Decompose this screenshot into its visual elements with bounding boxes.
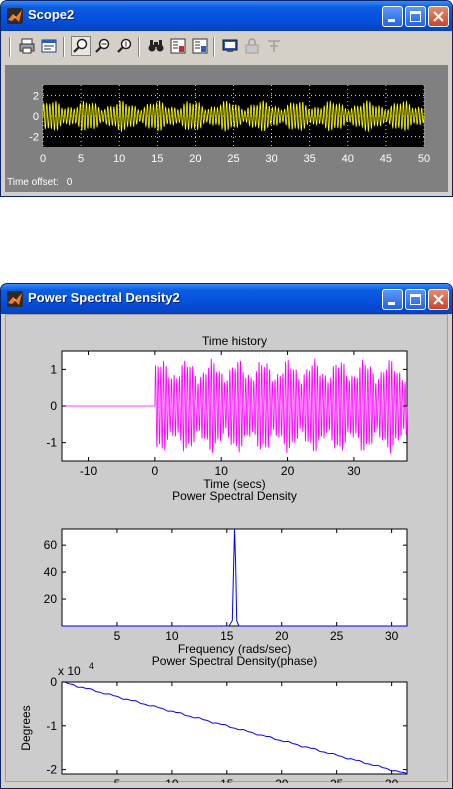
psd-line	[62, 528, 407, 627]
maximize-button[interactable]	[405, 289, 426, 310]
psd-title: Power Spectral Density	[172, 489, 297, 503]
psd-y-tick-label: 60	[44, 538, 58, 552]
psd-x-tick-label: 15	[220, 629, 234, 643]
scope-x-tick-label: 15	[151, 153, 163, 165]
scope-x-tick-label: 45	[380, 153, 392, 165]
scope-toolbar	[5, 34, 448, 60]
time-offset-value: 0	[66, 177, 73, 188]
psd-phase-ylabel: Degrees	[19, 705, 33, 750]
psd-x-tick-label: 25	[330, 629, 344, 643]
scope-x-tick-label: 20	[189, 153, 201, 165]
psd-xlabel: Frequency (rads/sec)	[178, 642, 291, 656]
psd-phase-line	[61, 681, 408, 775]
scope-plot: 0 5 10 15 20 25 30 35 40 45 50-202	[29, 85, 430, 165]
time-history-line	[62, 358, 408, 454]
time-history-x-tick-label: -10	[80, 464, 98, 478]
scope-x-tick-label: 30	[265, 153, 277, 165]
time-history-x-tick-label: 30	[347, 464, 361, 478]
psd-phase-x-tick-label: 20	[275, 777, 289, 783]
scope-y-tick-label: 2	[33, 90, 39, 102]
print-icon[interactable]	[18, 37, 36, 55]
psd-phase-x-tick-label: 25	[330, 777, 344, 783]
time-history-x-tick-label: 10	[215, 464, 229, 478]
time-history-y-tick-label: 0	[50, 399, 57, 413]
toolbar-separator	[213, 37, 215, 57]
time-offset-readout: Time offset: 0	[7, 177, 80, 188]
matlab-logo-icon	[7, 8, 23, 24]
time-history-xlabel: Time (secs)	[203, 477, 265, 491]
minimize-button[interactable]	[382, 6, 403, 27]
zoom-icon[interactable]	[71, 36, 91, 56]
scope-y-tick-label: 0	[33, 111, 39, 123]
autoscale-icon[interactable]	[147, 37, 165, 55]
psd-x-tick-label: 20	[275, 629, 289, 643]
maximize-button[interactable]	[405, 6, 426, 27]
psd-y-tick-label: 40	[44, 565, 58, 579]
psd-x-tick-label: 30	[385, 629, 399, 643]
toolbar-separator	[138, 37, 140, 57]
figure-canvas: Time history -10 0 10 20 30 -1 0 1 Time (secs) Pow…	[5, 314, 448, 783]
scope-signal-line	[42, 99, 425, 133]
psd-window-title: Power Spectral Density2	[28, 290, 180, 305]
scope-x-tick-label: 35	[304, 153, 316, 165]
psd-phase-scale-exponent: 4	[89, 661, 94, 671]
scope-x-tick-label: 40	[342, 153, 354, 165]
psd-phase-y-tick-label: -2	[46, 763, 57, 777]
matlab-logo-icon	[7, 291, 23, 307]
scope-x-tick-label: 10	[113, 153, 125, 165]
time-history-y-tick-label: 1	[50, 362, 57, 376]
psd-phase-y-tick-label: -1	[46, 719, 57, 733]
scope-x-tick-label: 0	[40, 153, 46, 165]
scope-y-tick-label: -2	[29, 132, 39, 144]
floating-scope-icon[interactable]	[221, 37, 239, 55]
psd-phase-x-tick-label: 5	[114, 777, 121, 783]
close-button[interactable]	[428, 6, 449, 27]
time-history-x-tick-label: 20	[281, 464, 295, 478]
scope-display: 0 5 10 15 20 25 30 35 40 45 50 -2 0 2 Time offset: 0	[5, 65, 448, 192]
psd-phase-y-tick-label: 0	[50, 675, 57, 689]
zoom-y-icon[interactable]	[116, 37, 134, 55]
psd-y-tick-label: 20	[44, 592, 58, 606]
scope-x-tick-label: 50	[418, 153, 430, 165]
signal-selection-icon[interactable]	[265, 37, 283, 55]
restore-axes-icon[interactable]	[191, 37, 209, 55]
psd-window: Power Spectral Density2 Time history -10 0…	[0, 283, 453, 789]
psd-titlebar[interactable]: Power Spectral Density2	[1, 284, 452, 314]
parameters-icon[interactable]	[40, 37, 58, 55]
scope-titlebar[interactable]: Scope2	[1, 1, 452, 31]
scope-x-tick-label: 5	[78, 153, 84, 165]
close-button[interactable]	[428, 289, 449, 310]
scope-x-tick-label: 25	[227, 153, 239, 165]
scope-window: Scope2	[0, 0, 453, 197]
psd-phase-title: Power Spectral Density(phase)	[152, 654, 317, 668]
time-history-title: Time history	[202, 334, 267, 348]
psd-phase-x-tick-label: 15	[220, 777, 234, 783]
psd-x-tick-label: 10	[165, 629, 179, 643]
time-history-y-tick-label: -1	[46, 436, 57, 450]
time-history-x-tick-label: 0	[152, 464, 159, 478]
toolbar-grip	[9, 37, 11, 57]
lock-axes-icon[interactable]	[243, 37, 261, 55]
psd-phase-scale-label: x 10	[58, 664, 81, 678]
save-axes-icon[interactable]	[169, 37, 187, 55]
psd-phase-x-tick-label: 10	[165, 777, 179, 783]
scope-window-title: Scope2	[28, 7, 75, 22]
zoom-x-icon[interactable]	[94, 37, 112, 55]
psd-phase-x-tick-label: 30	[385, 777, 399, 783]
psd-x-tick-label: 5	[114, 629, 121, 643]
minimize-button[interactable]	[382, 289, 403, 310]
toolbar-separator	[63, 37, 65, 57]
time-offset-label: Time offset:	[7, 177, 59, 188]
